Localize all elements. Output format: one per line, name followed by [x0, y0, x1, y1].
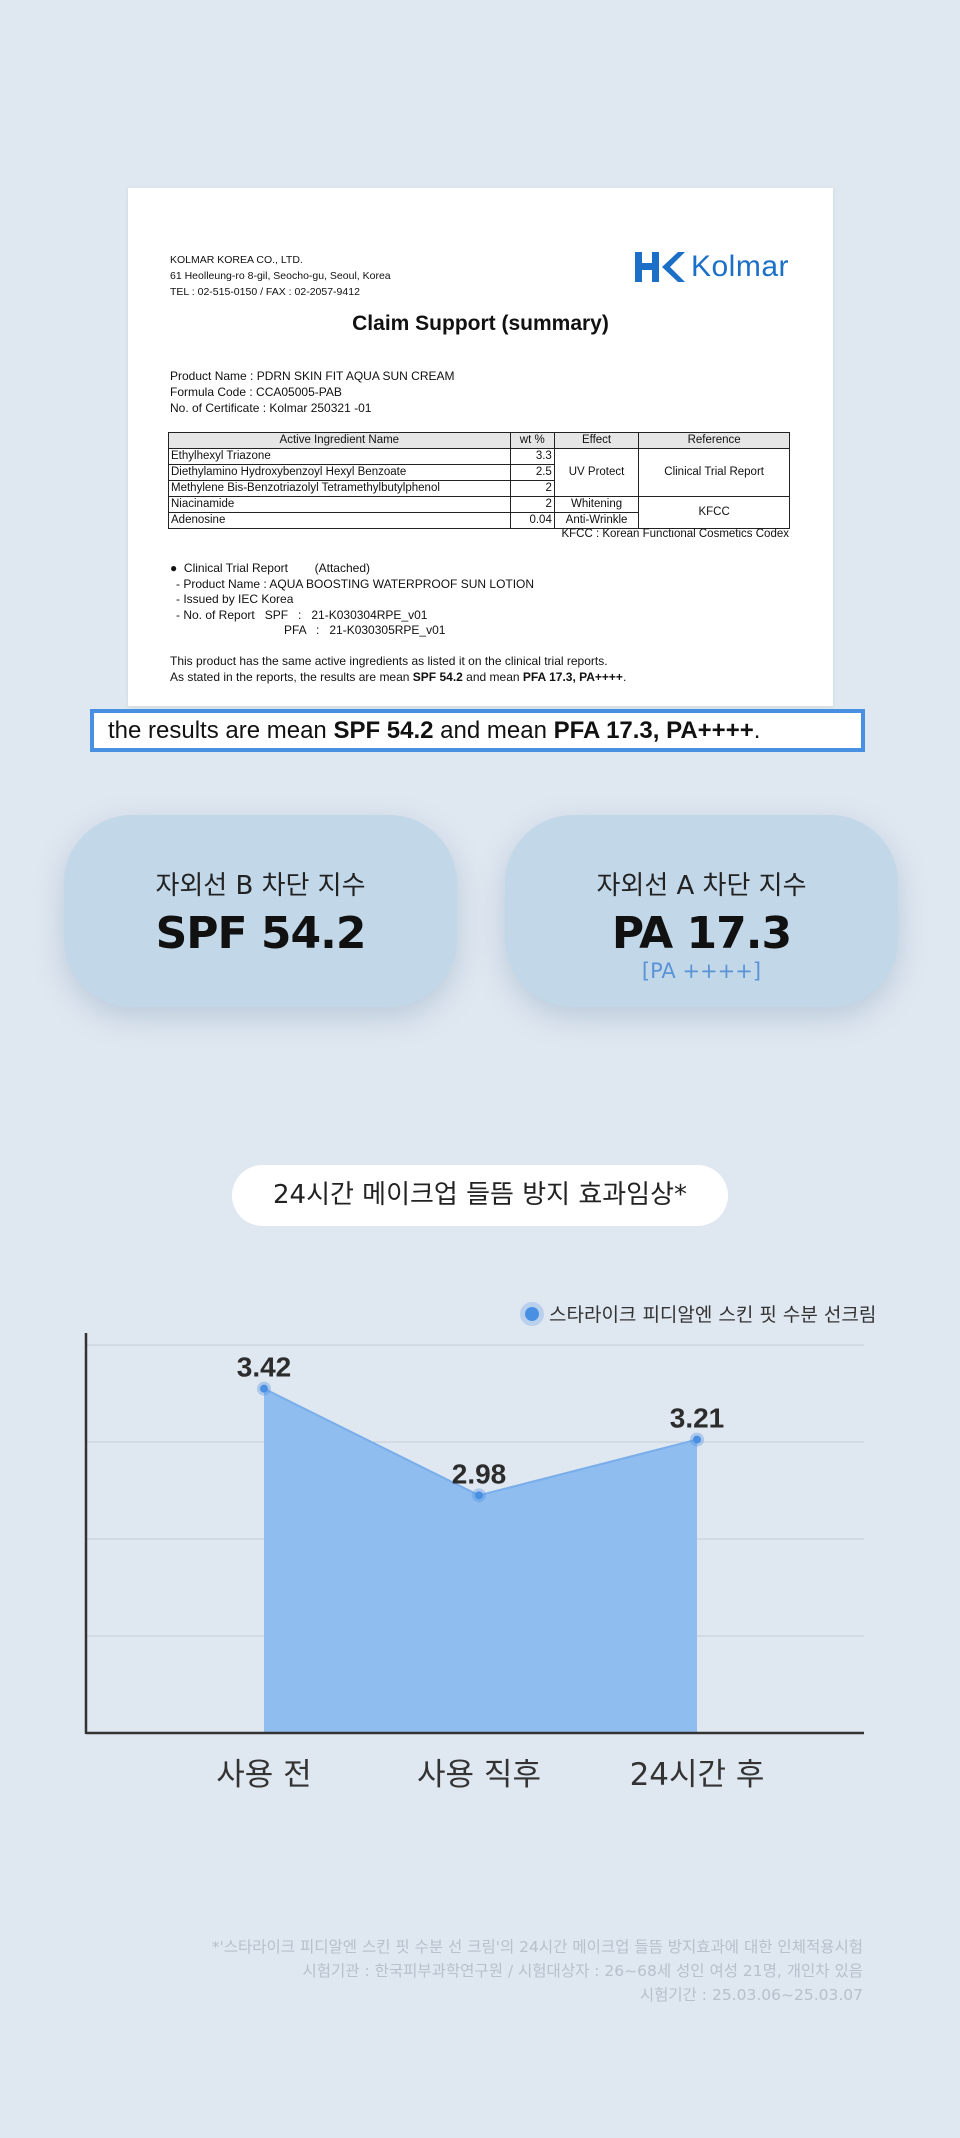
- uvb-value: SPF 54.2: [155, 908, 367, 959]
- logo-wordmark: Kolmar: [690, 250, 789, 283]
- product-name: Product Name : PDRN SKIN FIT AQUA SUN CR…: [170, 369, 455, 383]
- uvb-label: 자외선 B 차단 지수: [155, 871, 366, 901]
- column-header: wt %: [509, 432, 555, 449]
- x-tick-label: 사용 전: [216, 1757, 311, 1793]
- highlight-spf: SPF 54.2: [333, 716, 434, 744]
- document-title: Claim Support (summary): [352, 312, 609, 335]
- ingredient-name: Diethylamino Hydroxybenzoyl Hexyl Benzoa…: [168, 464, 511, 481]
- conclusion-line-1: This product has the same active ingredi…: [170, 654, 608, 668]
- company-address: 61 Heolleung-ro 8-gil, Seocho-gu, Seoul,…: [170, 270, 391, 282]
- kolmar-logo: Kolmar: [633, 250, 789, 284]
- conclusion-text-part: As stated in the reports, the results ar…: [170, 670, 413, 684]
- effect-cell: UV Protect: [553, 448, 640, 497]
- table-header-row: Active Ingredient Name wt % Effect Refer…: [168, 432, 790, 449]
- ingredient-wt: 3.3: [509, 448, 555, 465]
- company-address-block: KOLMAR KOREA CO., LTD. 61 Heolleung-ro 8…: [170, 252, 391, 300]
- trial-product: - Product Name : AQUA BOOSTING WATERPROO…: [176, 576, 535, 591]
- clinical-trial-info: ● Clinical Trial Report (Attached) - Pro…: [170, 561, 535, 637]
- company-contact: TEL : 02-515-0150 / FAX : 02-2057-9412: [170, 286, 360, 298]
- footnote-line-1: *'스타라이크 피디알엔 스킨 핏 수분 선 크림'의 24시간 메이크업 들뜸…: [211, 1938, 863, 1956]
- makeup-lift-chart: 3.42 2.98 3.21 사용 전 사용 직후 24시간 후: [84, 1333, 864, 1793]
- reference-cell: KFCC: [638, 496, 790, 529]
- column-header: Active Ingredient Name: [168, 432, 511, 449]
- ingredient-wt: 0.04: [509, 512, 555, 529]
- legend-label: 스타라이크 피디알엔 스킨 핏 수분 선크림: [549, 1304, 877, 1326]
- trial-heading: Clinical Trial Report: [183, 561, 288, 575]
- conclusion-line-2: As stated in the reports, the results ar…: [170, 669, 626, 685]
- product-info: Product Name : PDRN SKIN FIT AQUA SUN CR…: [170, 368, 455, 416]
- formula-code: Formula Code : CCA05005-PAB: [170, 385, 342, 399]
- kolmar-logo-icon: [634, 252, 685, 282]
- conclusion-pfa: PFA 17.3, PA++++: [522, 670, 623, 684]
- footnote: *'스타라이크 피디알엔 스킨 핏 수분 선 크림'의 24시간 메이크업 들뜸…: [212, 1935, 863, 2007]
- data-value-label: 3.21: [670, 1403, 725, 1434]
- effect-cell: Whitening: [553, 496, 640, 513]
- ingredient-name: Ethylhexyl Triazone: [168, 448, 511, 465]
- certificate-number: No. of Certificate : Kolmar 250321 -01: [170, 401, 372, 415]
- results-highlight-box: the results are mean SPF 54.2 and mean P…: [90, 709, 865, 752]
- ingredient-name: Niacinamide: [168, 496, 511, 513]
- highlight-text-part: .: [753, 716, 761, 744]
- section-title-pill: 24시간 메이크업 들뜸 방지 효과임상*: [232, 1165, 728, 1226]
- x-tick-labels: 사용 전 사용 직후 24시간 후: [216, 1757, 764, 1793]
- footnote-line-2: 시험기관 : 한국피부과학연구원 / 시험대상자 : 26~68세 성인 여성 …: [302, 1962, 864, 1980]
- uva-label: 자외선 A 차단 지수: [596, 871, 807, 901]
- series-points: [257, 1381, 704, 1503]
- trial-attached: (Attached): [314, 561, 370, 575]
- kfcc-note: KFCC : Korean Functional Cosmetics Codex: [561, 528, 789, 540]
- conclusion-text-part: .: [622, 670, 627, 684]
- footnote-line-3: 시험기간 : 25.03.06~25.03.07: [639, 1986, 863, 2004]
- column-header: Effect: [553, 432, 640, 449]
- data-value-label: 2.98: [452, 1458, 507, 1489]
- data-point: [260, 1384, 268, 1393]
- x-tick-label: 사용 직후: [417, 1757, 541, 1793]
- highlight-text-part: and mean: [433, 716, 554, 744]
- reference-cell: Clinical Trial Report: [638, 448, 790, 497]
- ingredient-wt: 2: [509, 480, 555, 497]
- uva-grade: [PA ++++]: [641, 959, 762, 983]
- table-row: Adenosine 0.04 Anti-Wrinkle: [168, 512, 790, 529]
- conclusion-spf: SPF 54.2: [412, 670, 463, 684]
- series-area: [264, 1388, 697, 1733]
- uvb-stat-card: 자외선 B 차단 지수 SPF 54.2: [64, 815, 457, 1007]
- claim-support-document: KOLMAR KOREA CO., LTD. 61 Heolleung-ro 8…: [128, 188, 833, 706]
- trial-issuer: - Issued by IEC Korea: [176, 592, 294, 606]
- data-point: [475, 1491, 483, 1500]
- data-value-label: 3.42: [237, 1352, 292, 1383]
- conclusion-text-part: and mean: [462, 670, 523, 684]
- legend-marker-icon: [525, 1306, 539, 1321]
- ingredient-table: Active Ingredient Name wt % Effect Refer…: [168, 432, 790, 529]
- x-tick-label: 24시간 후: [630, 1757, 765, 1793]
- data-point: [693, 1435, 701, 1444]
- value-labels: 3.42 2.98 3.21: [237, 1352, 725, 1490]
- ingredient-wt: 2: [509, 496, 555, 513]
- chart-legend: 스타라이크 피디알엔 스킨 핏 수분 선크림: [525, 1300, 876, 1327]
- table-row: Niacinamide 2 Whitening KFCC: [168, 496, 790, 529]
- company-name: KOLMAR KOREA CO., LTD.: [170, 254, 303, 266]
- uva-value: PA 17.3: [611, 908, 792, 959]
- uva-stat-card: 자외선 A 차단 지수 PA 17.3 [PA ++++]: [505, 815, 898, 1007]
- trial-report-spf: - No. of Report SPF : 21-K030304RPE_v01: [176, 607, 428, 622]
- ingredient-name: Adenosine: [168, 512, 511, 529]
- highlight-text-part: the results are mean: [108, 716, 334, 744]
- table-row: Ethylhexyl Triazone 3.3 UV Protect Clini…: [168, 448, 790, 497]
- trial-report-pfa: PFA : 21-K030305RPE_v01: [284, 623, 446, 637]
- conclusion-text: This product has the same active ingredi…: [170, 653, 626, 685]
- column-header: Reference: [638, 432, 790, 449]
- ingredient-name: Methylene Bis-Benzotriazolyl Tetramethyl…: [168, 480, 511, 497]
- highlight-pfa: PFA 17.3, PA++++: [553, 716, 754, 744]
- ingredient-wt: 2.5: [509, 464, 555, 481]
- effect-cell: Anti-Wrinkle: [553, 512, 640, 529]
